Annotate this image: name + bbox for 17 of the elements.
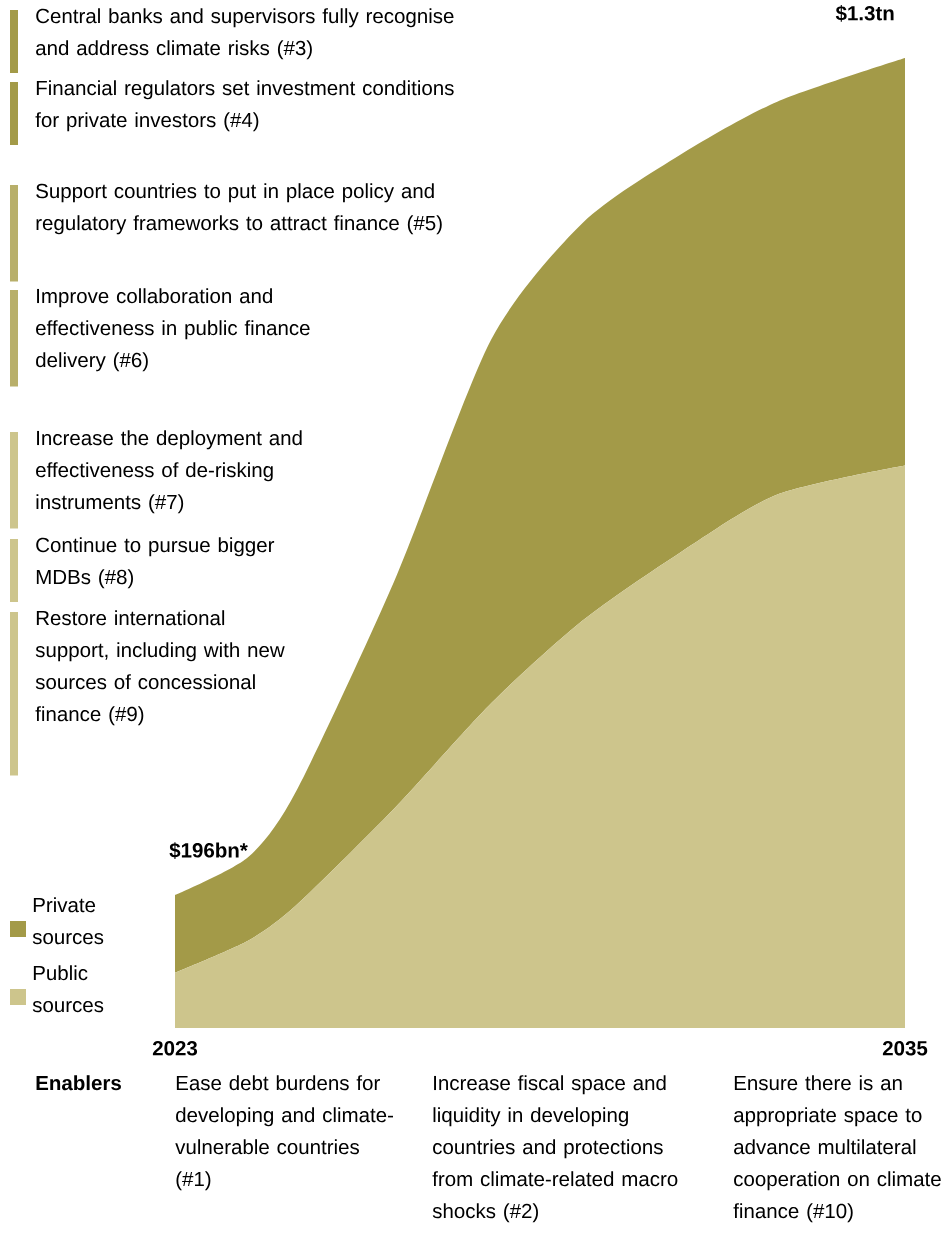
- annotation: Financial regulators set investment conditions for private investors (#4): [35, 80, 454, 132]
- annotation: Increase the deployment and effectiveness of de-risking instruments (#7): [36, 430, 302, 514]
- annotation: Central banks and supervisors fully recognise and address climate risks (#3): [36, 8, 454, 60]
- text: Enablers: [36, 1075, 121, 1091]
- text: Ensure there is an appropriate space to advance multilateral cooperation on climate finance (#10): [733, 1075, 941, 1223]
- legend-label: Private sources: [32, 897, 104, 945]
- annotation: Improve collaboration and effectiveness in public finance delivery (#6): [36, 288, 310, 372]
- annotation: Support countries to put in place policy and regulatory frameworks to attract finance (#5): [36, 183, 442, 235]
- annotation: $1.3tn: [835, 5, 894, 22]
- annotation: Continue to pursue bigger MDBs (#8): [36, 537, 275, 589]
- text: Increase fiscal space and liquidity in developing countries and protections from climate-related macro shocks (#2): [432, 1075, 678, 1223]
- text: Ease debt burdens for developing and climate-vulnerable countries (#1): [175, 1075, 394, 1191]
- x-tick-label: 2035: [882, 1041, 928, 1056]
- x-tick-label: 2023: [152, 1041, 198, 1056]
- annotation: Restore international support, including with new sources of concessional finance (#9): [35, 610, 285, 726]
- annotation: $196bn*: [169, 842, 248, 859]
- legend-label: Public sources: [32, 965, 104, 1013]
